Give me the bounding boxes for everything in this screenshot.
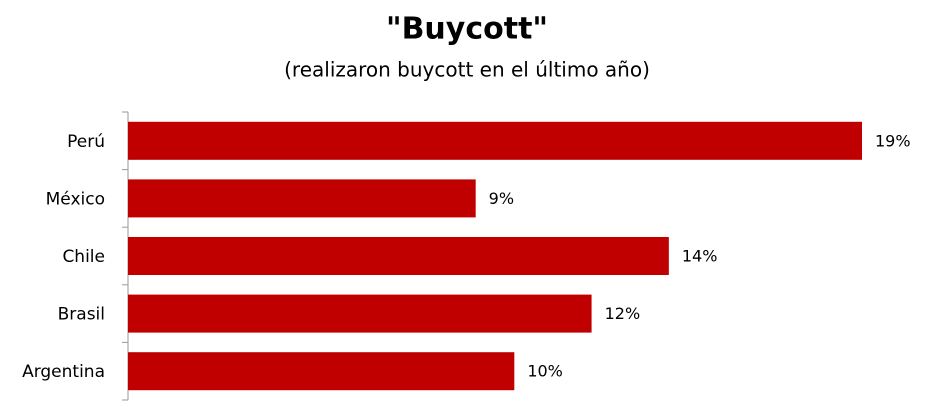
- value-label: 10%: [527, 362, 563, 381]
- value-label: 19%: [875, 131, 911, 150]
- value-label: 14%: [682, 247, 718, 266]
- value-label: 9%: [489, 189, 514, 208]
- chart-title: "Buycott": [386, 12, 548, 47]
- value-label: 12%: [605, 304, 641, 323]
- category-label: Chile: [62, 247, 105, 267]
- category-label: Argentina: [22, 362, 105, 382]
- bar: [128, 352, 515, 391]
- chart-subtitle: (realizaron buycott en el último año): [284, 58, 650, 82]
- category-label: Brasil: [58, 305, 105, 325]
- bar: [128, 121, 862, 160]
- category-label: México: [46, 189, 105, 209]
- bar: [128, 237, 669, 275]
- bar: [128, 179, 476, 218]
- bar: [128, 294, 592, 333]
- category-label: Perú: [67, 132, 105, 152]
